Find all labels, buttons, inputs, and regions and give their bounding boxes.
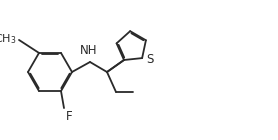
Text: NH: NH — [80, 45, 98, 58]
Text: S: S — [147, 53, 154, 66]
Text: CH$_3$: CH$_3$ — [0, 32, 16, 46]
Text: F: F — [66, 110, 72, 123]
